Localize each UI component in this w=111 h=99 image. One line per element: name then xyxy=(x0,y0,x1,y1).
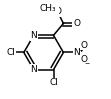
Text: N: N xyxy=(73,48,80,57)
Text: Cl: Cl xyxy=(6,48,15,57)
Text: +: + xyxy=(77,47,82,52)
Text: O: O xyxy=(55,7,61,16)
Text: O: O xyxy=(73,19,80,28)
Text: O: O xyxy=(81,41,88,50)
Text: Cl: Cl xyxy=(49,79,58,88)
Text: CH₃: CH₃ xyxy=(39,4,56,13)
Text: N: N xyxy=(30,31,37,40)
Text: CH₃: CH₃ xyxy=(39,4,56,13)
Text: O: O xyxy=(81,55,88,64)
Text: O: O xyxy=(44,4,51,13)
Text: −: − xyxy=(84,60,89,65)
Text: N: N xyxy=(30,65,37,74)
